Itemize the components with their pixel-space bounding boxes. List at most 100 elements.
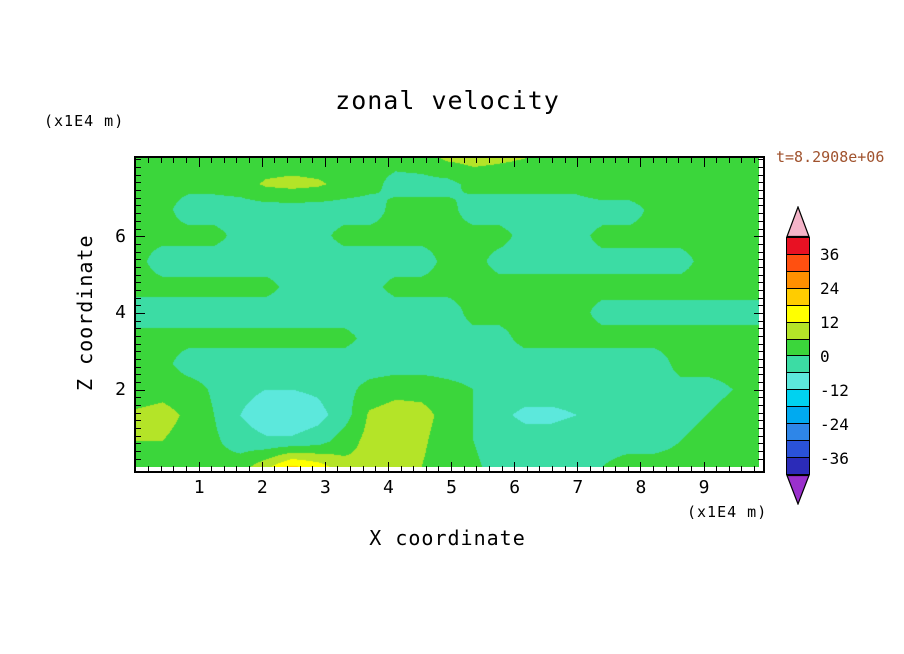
- x-tick: [261, 462, 263, 471]
- x-tick: [299, 466, 301, 471]
- y-tick: [136, 389, 145, 391]
- x-tick: [362, 466, 364, 471]
- y-tick: [136, 205, 141, 207]
- x-tick: [526, 158, 528, 163]
- x-tick: [451, 158, 453, 167]
- x-tick: [754, 466, 756, 471]
- y-tick: [758, 251, 763, 253]
- x-tick: [274, 158, 276, 163]
- y-tick: [136, 405, 141, 407]
- y-tick: [136, 190, 141, 192]
- y-tick: [136, 412, 141, 414]
- x-tick: [602, 466, 604, 471]
- x-tick: [350, 466, 352, 471]
- x-tick: [501, 466, 503, 471]
- x-tick: [552, 158, 554, 163]
- colorbar-segment: [787, 372, 809, 390]
- x-tick: [690, 466, 692, 471]
- x-tick: [198, 158, 200, 167]
- x-tick: [514, 462, 516, 471]
- x-tick: [400, 466, 402, 471]
- y-tick: [136, 382, 141, 384]
- y-tick-label: 6: [115, 225, 126, 247]
- x-tick: [185, 466, 187, 471]
- colorbar-label: -24: [820, 415, 849, 434]
- y-tick: [754, 236, 763, 238]
- colorbar-label: 36: [820, 245, 840, 264]
- x-tick: [741, 158, 743, 163]
- x-tick: [160, 158, 162, 163]
- colorbar-segment: [787, 355, 809, 373]
- x-tick: [438, 158, 440, 163]
- colorbar-label: 0: [820, 347, 830, 366]
- x-tick: [488, 158, 490, 163]
- colorbar-segment: [787, 423, 809, 441]
- y-tick: [758, 335, 763, 337]
- y-tick: [136, 305, 141, 307]
- y-tick: [136, 167, 141, 169]
- colorbar-segment: [787, 270, 809, 288]
- x-tick: [387, 462, 389, 471]
- x-tick: [716, 158, 718, 163]
- colorbar: 36 24 12 0 -12 -24 -36: [786, 206, 876, 516]
- y-tick: [758, 259, 763, 261]
- x-tick: [754, 158, 756, 163]
- x-tick: [665, 466, 667, 471]
- colorbar-segment: [787, 238, 809, 254]
- y-tick: [758, 351, 763, 353]
- x-tick: [185, 158, 187, 163]
- x-tick: [400, 158, 402, 163]
- y-tick: [136, 312, 145, 314]
- y-tick: [758, 159, 763, 161]
- x-tick: [223, 158, 225, 163]
- y-tick: [758, 420, 763, 422]
- x-tick: [589, 158, 591, 163]
- x-tick: [577, 158, 579, 167]
- x-tick: [526, 466, 528, 471]
- x-tick: [463, 158, 465, 163]
- y-tick: [136, 343, 141, 345]
- x-tick: [312, 466, 314, 471]
- colorbar-segment: [787, 287, 809, 305]
- x-tick: [728, 466, 730, 471]
- x-tick: [160, 466, 162, 471]
- y-axis-unit-label: (x1E4 m): [44, 112, 125, 130]
- x-tick-label: 3: [319, 477, 331, 498]
- y-tick: [758, 359, 763, 361]
- x-tick: [564, 158, 566, 163]
- y-tick: [754, 312, 763, 314]
- x-axis-title: X coordinate: [369, 526, 526, 550]
- x-tick: [173, 466, 175, 471]
- x-tick: [425, 158, 427, 163]
- y-tick: [758, 435, 763, 437]
- x-tick: [552, 466, 554, 471]
- y-tick: [754, 389, 763, 391]
- y-tick: [136, 274, 141, 276]
- colorbar-segment: [787, 389, 809, 407]
- y-tick: [758, 228, 763, 230]
- y-tick: [136, 243, 141, 245]
- colorbar-label: 24: [820, 279, 840, 298]
- x-tick: [350, 158, 352, 163]
- y-tick: [758, 274, 763, 276]
- colorbar-segment: [787, 304, 809, 322]
- y-tick-label: 2: [115, 379, 126, 401]
- x-tick: [514, 158, 516, 167]
- y-tick: [758, 197, 763, 199]
- x-tick: [615, 466, 617, 471]
- x-tick-label: 9: [698, 477, 710, 498]
- y-tick: [758, 220, 763, 222]
- y-tick: [758, 182, 763, 184]
- colorbar-segment: [787, 406, 809, 424]
- y-tick: [136, 197, 141, 199]
- y-tick: [136, 351, 141, 353]
- x-tick: [488, 466, 490, 471]
- y-tick: [136, 228, 141, 230]
- x-tick: [375, 466, 377, 471]
- x-tick: [324, 158, 326, 167]
- x-tick: [640, 158, 642, 167]
- x-tick: [451, 462, 453, 471]
- colorbar-label: -36: [820, 449, 849, 468]
- x-tick: [653, 158, 655, 163]
